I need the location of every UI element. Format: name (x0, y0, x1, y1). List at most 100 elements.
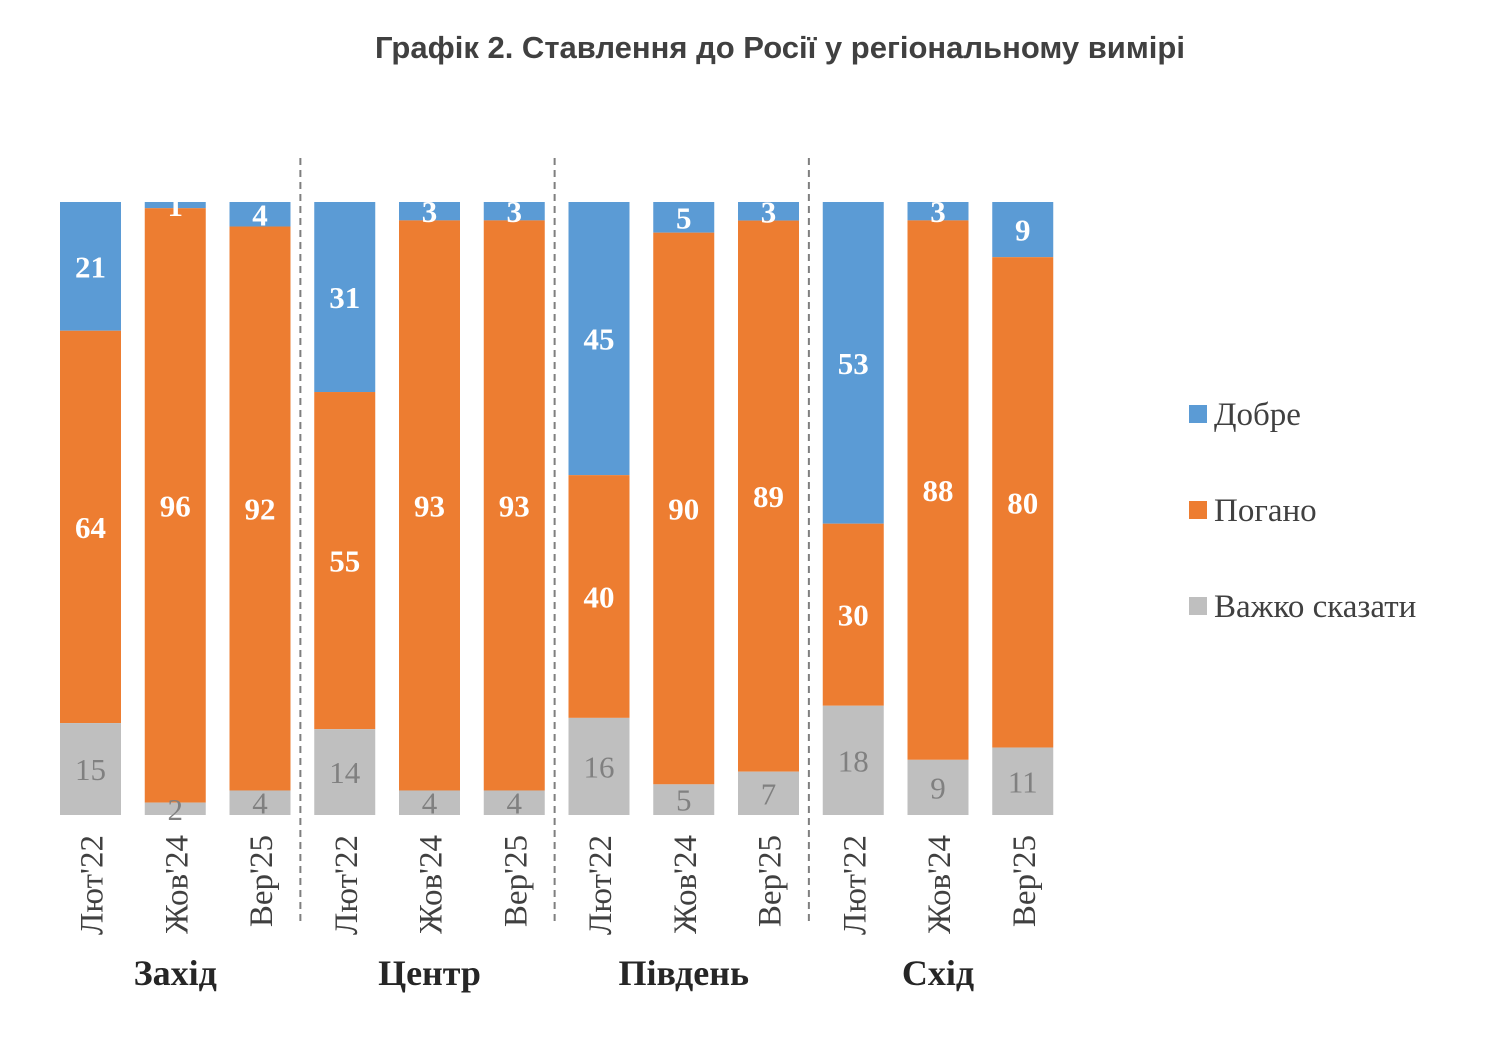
bar-segment-vazhko-9 (738, 771, 799, 815)
data-label: 3 (507, 194, 523, 229)
category-tick-label: Вер'25 (753, 835, 789, 927)
data-label: 9 (1015, 213, 1031, 248)
data-label: 3 (930, 194, 946, 229)
data-label: 5 (676, 200, 692, 235)
category-tick-label: Вер'25 (1007, 835, 1043, 927)
bar-segment-vazhko-4 (314, 729, 376, 815)
legend-item-label: Добре (1214, 397, 1301, 433)
data-label: 2 (168, 792, 184, 827)
legend-item-label: Важко сказати (1214, 589, 1416, 625)
data-label: 16 (584, 749, 615, 784)
data-label: 3 (422, 194, 438, 229)
bar-segment-dobre-2 (144, 202, 206, 209)
bar-segment-pohano-1 (60, 330, 121, 724)
legend-swatch (1189, 405, 1207, 423)
bar-segment-vazhko-3 (229, 790, 291, 815)
category-tick-label: Жов'24 (414, 835, 450, 934)
group-label: Південь (618, 953, 749, 993)
data-label: 31 (329, 280, 360, 315)
data-label: 14 (329, 755, 361, 790)
bar-segment-pohano-5 (399, 220, 460, 791)
data-label: 21 (75, 249, 106, 284)
bar-segment-vazhko-1 (60, 723, 121, 815)
bar-segment-dobre-3 (229, 202, 291, 227)
bar-segment-vazhko-6 (483, 790, 545, 815)
bar-segment-dobre-8 (653, 202, 715, 233)
data-label: 88 (923, 473, 954, 508)
data-label: 5 (676, 783, 692, 818)
data-label: 90 (668, 492, 699, 527)
category-tick-label: Лют'22 (837, 835, 873, 935)
category-tick-label: Лют'22 (329, 835, 365, 935)
labels-layer: 216415Лют'221962Жов'244924Вер'25315514Лю… (75, 188, 1043, 993)
bar-segment-vazhko-2 (144, 802, 206, 815)
bar-segment-pohano-12 (992, 257, 1054, 748)
bar-segment-pohano-8 (653, 232, 715, 785)
bar-segment-pohano-6 (483, 220, 545, 791)
data-label: 93 (414, 488, 445, 523)
bar-segment-vazhko-8 (653, 784, 715, 815)
category-tick-label: Вер'25 (244, 835, 280, 927)
bar-segment-pohano-4 (314, 392, 376, 730)
data-label: 89 (753, 479, 784, 514)
data-label: 9 (930, 770, 946, 805)
data-label: 4 (252, 786, 268, 821)
bar-segment-dobre-10 (822, 202, 884, 524)
data-label: 11 (1008, 764, 1038, 799)
bar-segment-dobre-6 (483, 202, 545, 221)
category-tick-label: Вер'25 (498, 835, 534, 927)
legend-swatch (1189, 501, 1207, 519)
bar-segment-dobre-11 (907, 202, 969, 221)
data-label: 92 (245, 492, 276, 527)
bars-layer (60, 202, 1054, 815)
data-label: 45 (584, 322, 615, 357)
legend-swatch (1189, 597, 1207, 615)
group-label: Захід (134, 953, 217, 993)
group-dividers (299, 158, 810, 922)
data-label: 15 (75, 752, 106, 787)
category-tick-label: Жов'24 (159, 835, 195, 934)
data-label: 3 (761, 194, 777, 229)
category-tick-label: Лют'22 (583, 835, 619, 935)
data-label: 40 (584, 580, 615, 615)
group-label: Центр (378, 953, 481, 993)
legend-item-label: Погано (1214, 493, 1317, 529)
legend: Добре Погано Важко сказати (1189, 397, 1416, 625)
data-label: 64 (75, 510, 106, 545)
bar-segment-pohano-9 (738, 220, 799, 772)
bar-segment-vazhko-7 (568, 717, 630, 815)
data-label: 80 (1007, 485, 1038, 520)
data-label: 93 (499, 488, 530, 523)
bar-segment-pohano-7 (568, 475, 630, 718)
category-tick-label: Жов'24 (922, 835, 958, 934)
bar-segment-vazhko-10 (822, 705, 884, 815)
category-tick-label: Лют'22 (75, 835, 111, 935)
bar-segment-vazhko-5 (399, 790, 460, 815)
bar-segment-dobre-1 (60, 202, 121, 331)
bar-segment-dobre-12 (992, 202, 1054, 258)
category-tick-label: Жов'24 (668, 835, 704, 934)
data-label: 4 (422, 786, 438, 821)
bar-segment-pohano-10 (822, 523, 884, 706)
bar-segment-pohano-2 (144, 208, 206, 803)
data-label: 18 (838, 743, 869, 778)
data-label: 7 (761, 776, 777, 811)
data-label: 55 (329, 544, 360, 579)
bar-segment-vazhko-12 (992, 747, 1054, 815)
data-label: 4 (507, 786, 523, 821)
data-label: 53 (838, 346, 869, 381)
group-label: Схід (902, 953, 974, 993)
bar-segment-dobre-7 (568, 202, 630, 476)
data-label: 4 (252, 197, 268, 232)
bar-segment-pohano-3 (229, 226, 291, 791)
data-label: 30 (838, 598, 869, 633)
chart-title: Графік 2. Ставлення до Росії у регіональ… (375, 30, 1185, 65)
bar-segment-dobre-4 (314, 202, 376, 393)
bar-segment-dobre-5 (399, 202, 460, 221)
bar-segment-vazhko-11 (907, 759, 969, 815)
bar-segment-pohano-11 (907, 220, 969, 760)
bar-segment-dobre-9 (738, 202, 799, 221)
data-label: 1 (168, 188, 184, 223)
data-label: 96 (160, 488, 191, 523)
